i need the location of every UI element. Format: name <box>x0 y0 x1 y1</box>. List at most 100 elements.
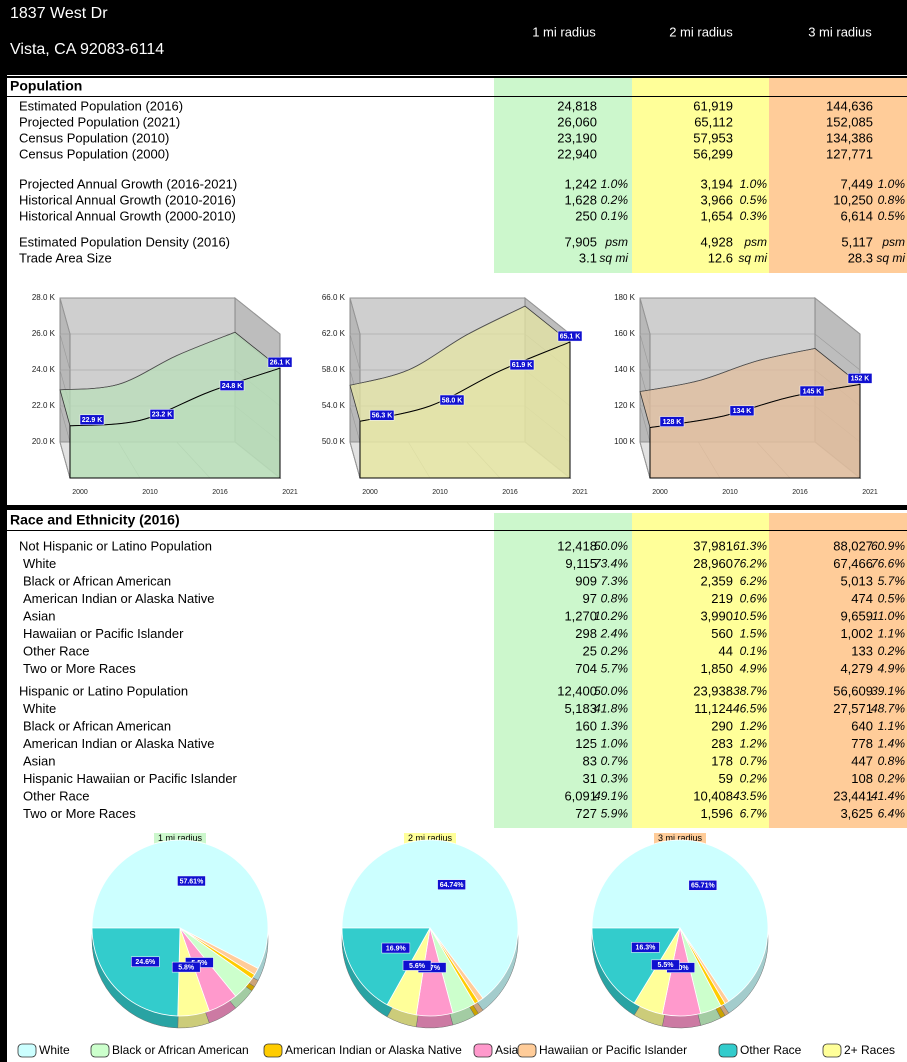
column-background <box>494 513 632 828</box>
y-tick-label: 20.0 K <box>32 437 56 446</box>
row-label: American Indian or Alaska Native <box>23 736 214 751</box>
legend-label: Hawaiian or Pacific Islander <box>539 1043 687 1057</box>
legend-swatch <box>17 1043 37 1058</box>
y-tick-label: 26.0 K <box>32 329 56 338</box>
row-label: Hispanic or Latino Population <box>19 683 188 698</box>
cell-secondary: 0.7% <box>740 754 768 768</box>
pie-title-bg <box>654 833 706 844</box>
cell-secondary: sq mi <box>599 251 628 265</box>
data-label-box <box>799 385 825 397</box>
pie-label: 57.61% <box>180 878 205 885</box>
legend-label: 2+ Races <box>844 1043 895 1057</box>
cell-secondary: 1.0% <box>878 177 906 191</box>
x-tick-label: 2010 <box>722 489 738 496</box>
cell-secondary: 5.7% <box>601 662 629 676</box>
pie-label-box <box>688 880 718 891</box>
column-background <box>632 513 769 828</box>
row-label: White <box>23 556 56 571</box>
pie-label: 5.8% <box>178 964 195 971</box>
y-tick-label: 62.0 K <box>322 329 346 338</box>
cell-secondary: sq mi <box>876 251 905 265</box>
data-label: 128 K <box>663 419 682 426</box>
pie-slice <box>591 839 769 1002</box>
cell-value: 1,596 <box>700 806 733 821</box>
cell-value: 3,194 <box>700 176 733 191</box>
cell-value: 1,002 <box>840 626 873 641</box>
y-tick-label: 120 K <box>614 401 636 410</box>
cell-secondary: 0.5% <box>740 193 768 207</box>
cell-value: 23,441 <box>833 788 873 803</box>
cell-secondary: 7.3% <box>601 574 629 588</box>
city: Vista, CA 92083-6114 <box>10 41 164 58</box>
cell-value: 144,636 <box>826 98 873 113</box>
row-label: Census Population (2010) <box>19 130 169 145</box>
column-background <box>769 513 907 828</box>
cell-secondary: 0.3% <box>740 209 768 223</box>
cell-value: 61,919 <box>693 98 733 113</box>
cell-secondary: 1.0% <box>740 177 768 191</box>
floor-line <box>59 441 71 479</box>
cell-value: 1,654 <box>700 208 733 223</box>
data-label-box <box>847 373 873 384</box>
cell-value: 3,625 <box>840 806 873 821</box>
cell-value: 6,091 <box>564 788 597 803</box>
cell-secondary: 76.2% <box>733 557 767 571</box>
pie-label-box <box>402 960 432 971</box>
cell-secondary: 61.3% <box>733 539 767 553</box>
cell-value: 56,299 <box>693 146 733 161</box>
cell-secondary: 38.7% <box>733 684 767 698</box>
pie-label-box <box>171 961 201 973</box>
cell-value: 1,628 <box>564 192 597 207</box>
legend-label: Other Race <box>740 1043 802 1057</box>
pie-label-box <box>631 942 660 953</box>
column-background <box>494 77 632 273</box>
cell-secondary: sq mi <box>738 251 767 265</box>
cell-secondary: 6.7% <box>740 807 768 821</box>
cell-secondary: 1.0% <box>601 177 629 191</box>
cell-secondary: 0.2% <box>878 772 906 786</box>
row-label: White <box>23 701 56 716</box>
pie-slice <box>341 839 519 999</box>
grid-line <box>639 333 861 371</box>
cell-value: 23,938 <box>693 683 733 698</box>
data-label: 24.8 K <box>222 383 243 390</box>
cell-secondary: 4.9% <box>740 662 768 676</box>
legend-label: Black or African American <box>112 1043 249 1057</box>
cell-secondary: 0.2% <box>601 644 629 658</box>
cell-value: 283 <box>711 736 733 751</box>
y-tick-label: 140 K <box>614 365 636 374</box>
cell-value: 3.1 <box>579 250 597 265</box>
pie-label: 16.3% <box>636 945 657 952</box>
cell-secondary: 1.0% <box>601 737 629 751</box>
data-label-box <box>509 359 535 371</box>
cell-value: 778 <box>851 736 873 751</box>
floor-line <box>349 441 361 479</box>
cell-value: 67,466 <box>833 556 873 571</box>
data-label: 61.9 K <box>512 362 533 369</box>
cell-value: 9,115 <box>565 556 597 571</box>
cell-value: 10,250 <box>833 192 873 207</box>
pie-label-box <box>131 956 160 968</box>
cell-value: 1,850 <box>700 661 733 676</box>
cell-secondary: 1.4% <box>878 737 906 751</box>
header-bar <box>0 0 907 75</box>
cell-value: 56,609 <box>833 683 873 698</box>
pie-label: 24.6% <box>135 959 156 966</box>
cell-value: 560 <box>711 626 733 641</box>
pie-title: 1 mi radius <box>158 833 203 843</box>
cell-secondary: 1.1% <box>878 719 906 733</box>
legend-swatch <box>718 1043 738 1058</box>
row-label: Hispanic Hawaiian or Pacific Islander <box>23 771 238 786</box>
grid-line <box>349 297 571 335</box>
area-front <box>69 367 281 479</box>
cell-value: 2,359 <box>700 573 733 588</box>
row-label: Census Population (2000) <box>19 146 169 161</box>
data-label-box <box>369 410 395 421</box>
cell-secondary: 0.5% <box>878 592 906 606</box>
cell-value: 59 <box>719 771 733 786</box>
cell-value: 1,242 <box>564 176 597 191</box>
data-label: 23.2 K <box>152 412 173 419</box>
grid-line <box>59 297 281 335</box>
